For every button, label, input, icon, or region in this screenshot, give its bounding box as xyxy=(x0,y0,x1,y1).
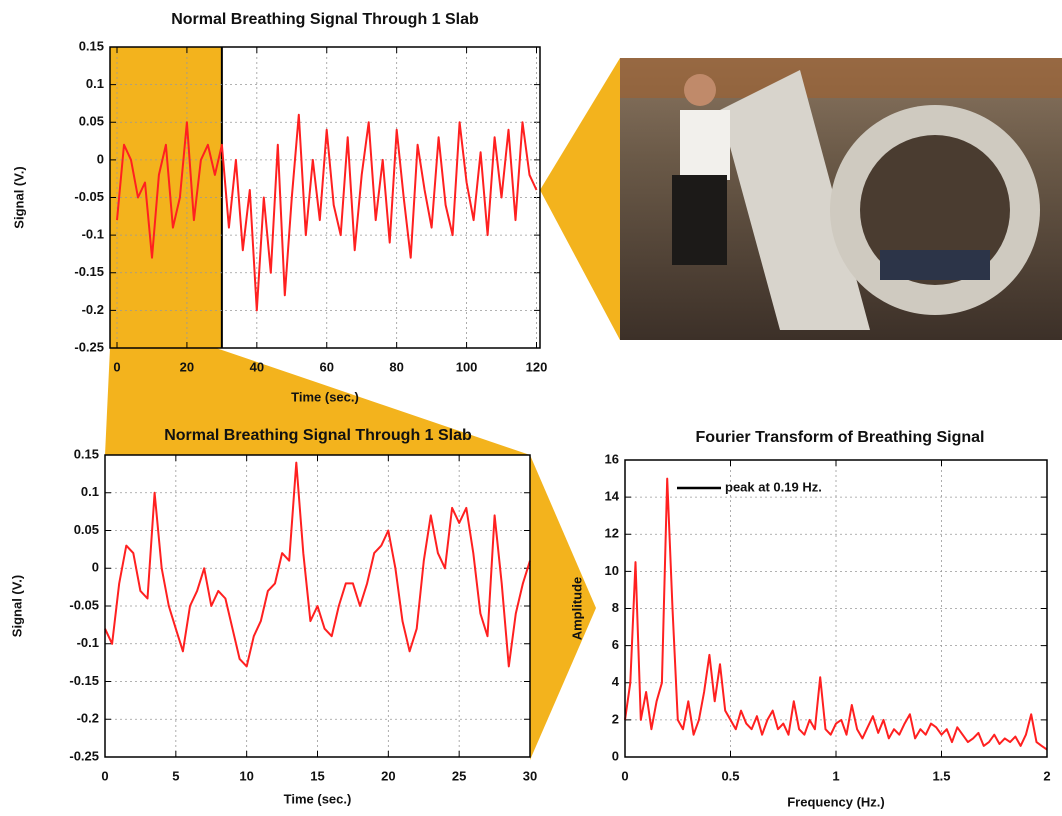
y-tick-label: 0 xyxy=(92,560,99,575)
y-tick-label: -0.05 xyxy=(69,597,99,612)
y-tick-label: 2 xyxy=(612,711,619,726)
y-tick-label: 10 xyxy=(605,563,619,578)
chart-title: Fourier Transform of Breathing Signal xyxy=(696,429,985,446)
x-tick-label: 10 xyxy=(239,768,253,783)
y-tick-label: 0.15 xyxy=(74,446,99,461)
chart: 0 2 4 6 8 10 12 14 16 0 0.5 1 1.5 2 peak at 0.19 Hz. Fo… xyxy=(569,429,1050,809)
x-tick-label: 2 xyxy=(1043,768,1050,783)
y-tick-label: -0.15 xyxy=(69,673,99,688)
x-tick-label: 20 xyxy=(381,768,395,783)
y-tick-label: 0 xyxy=(612,748,619,763)
x-tick-label: 0 xyxy=(101,768,108,783)
chart: -0.25 -0.2 -0.15 -0.1 -0.05 0 0.05 0.1 0.15 0 5 10 1… xyxy=(9,427,537,806)
chart-title: Normal Breathing Signal Through 1 Slab xyxy=(164,427,472,444)
x-tick-label: 80 xyxy=(389,359,403,374)
x-tick-label: 20 xyxy=(180,359,194,374)
y-tick-label: 16 xyxy=(605,451,619,466)
chart-title: Normal Breathing Signal Through 1 Slab xyxy=(171,11,479,28)
y-tick-label: 8 xyxy=(612,600,619,615)
legend-label: peak at 0.19 Hz. xyxy=(725,479,822,494)
y-tick-label: -0.05 xyxy=(74,189,104,204)
y-tick-label: -0.1 xyxy=(82,227,104,242)
x-tick-label: 0 xyxy=(113,359,120,374)
y-tick-label: -0.1 xyxy=(77,635,99,650)
x-tick-label: 15 xyxy=(310,768,324,783)
y-axis-label: Signal (V.) xyxy=(9,575,24,637)
y-tick-label: 0.05 xyxy=(79,114,104,129)
x-tick-label: 0 xyxy=(621,768,628,783)
y-tick-label: -0.2 xyxy=(82,302,104,317)
x-tick-label: 0.5 xyxy=(721,768,739,783)
y-tick-label: 0.15 xyxy=(79,38,104,53)
x-tick-label: 120 xyxy=(526,359,548,374)
figure: -0.25-0.2-0.15-0.1-0.0500.050.10.1502040… xyxy=(0,0,1062,816)
x-tick-label: 60 xyxy=(320,359,334,374)
y-tick-label: 14 xyxy=(605,489,620,504)
y-tick-label: 0.1 xyxy=(86,76,104,91)
y-axis-label: Amplitude xyxy=(569,577,584,641)
x-tick-label: 1 xyxy=(832,768,839,783)
y-tick-label: 0 xyxy=(97,151,104,166)
x-tick-label: 30 xyxy=(523,768,537,783)
y-tick-label: 0.05 xyxy=(74,522,99,537)
x-tick-label: 100 xyxy=(456,359,478,374)
fft-wedge xyxy=(530,455,596,760)
y-tick-label: 6 xyxy=(612,637,619,652)
x-tick-label: 1.5 xyxy=(932,768,950,783)
x-tick-label: 40 xyxy=(250,359,264,374)
chart: -0.25 -0.2 -0.15 -0.1 -0.05 0 0.05 0.1 0.15 0 20 40… xyxy=(11,11,547,404)
x-tick-label: 5 xyxy=(172,768,179,783)
y-tick-label: 12 xyxy=(605,526,619,541)
photo-wedge xyxy=(540,58,620,340)
y-tick-label: -0.25 xyxy=(69,748,99,763)
y-tick-label: -0.15 xyxy=(74,264,104,279)
x-tick-label: 25 xyxy=(452,768,466,783)
x-axis-label: Frequency (Hz.) xyxy=(787,794,885,809)
y-tick-label: -0.25 xyxy=(74,339,104,354)
y-tick-label: 0.1 xyxy=(81,484,99,499)
y-axis-label: Signal (V.) xyxy=(11,166,26,228)
photo xyxy=(620,58,1062,340)
y-tick-label: 4 xyxy=(612,674,620,689)
y-tick-label: -0.2 xyxy=(77,711,99,726)
x-axis-label: Time (sec.) xyxy=(291,389,359,404)
x-axis-label: Time (sec.) xyxy=(284,791,352,806)
